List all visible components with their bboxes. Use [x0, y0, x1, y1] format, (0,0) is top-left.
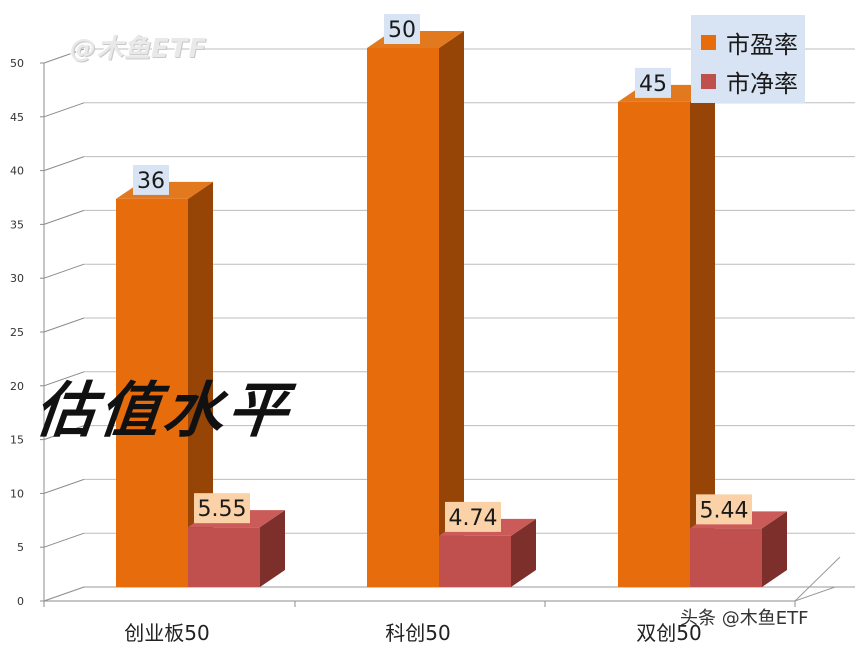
y-tick-label: 0	[17, 595, 24, 608]
y-tick-label: 30	[10, 272, 24, 285]
data-label-bg	[133, 164, 169, 195]
data-label-bg	[696, 494, 752, 525]
bar-front	[690, 528, 762, 587]
data-label: 36	[137, 169, 165, 194]
y-tick-label: 5	[17, 541, 24, 554]
x-tick-label: 科创50	[385, 621, 450, 645]
y-tick-label: 15	[10, 434, 24, 447]
legend-label-pe: 市盈率	[726, 30, 798, 59]
bar-front	[618, 101, 690, 588]
data-label: 5.55	[198, 497, 247, 522]
x-tick-label: 创业板50	[124, 621, 209, 645]
legend-item-pe: 市盈率	[701, 27, 798, 59]
legend-swatch-pb	[701, 73, 716, 89]
bar-front	[188, 527, 260, 587]
legend-swatch-pe	[701, 34, 716, 50]
gridline-diagonal	[43, 317, 85, 333]
y-tick-label: 40	[10, 165, 24, 178]
y-tick-label: 35	[10, 218, 24, 231]
x-tick-label: 双创50	[636, 621, 701, 645]
watermark-text: @木鱼ETF	[70, 34, 208, 64]
y-tick-label: 50	[10, 57, 24, 70]
gridline-diagonal	[43, 156, 85, 172]
legend-item-pb: 市净率	[701, 66, 798, 98]
bar-side	[511, 518, 536, 587]
bar-side	[260, 510, 285, 587]
data-label-bg	[384, 14, 420, 44]
data-label: 50	[388, 18, 416, 43]
chart-floor	[43, 586, 855, 602]
bar-side	[690, 84, 715, 588]
gridline-diagonal	[43, 102, 85, 118]
data-label: 4.74	[449, 506, 498, 531]
bar-pb: 5.55	[188, 493, 285, 587]
overlay-title: 估值水平	[31, 376, 296, 446]
bar-side	[439, 31, 464, 587]
y-tick-label: 10	[10, 487, 24, 500]
bar-front	[367, 48, 439, 587]
gridline-diagonal	[43, 371, 85, 387]
bar-pb: 5.44	[690, 494, 787, 587]
gridline-diagonal	[43, 263, 85, 279]
bar-front	[439, 535, 511, 587]
floor-edge	[794, 556, 841, 602]
data-label-bg	[194, 493, 250, 524]
gridline-diagonal	[43, 478, 85, 494]
gridline-diagonal	[43, 48, 85, 64]
bar-pe: 45	[618, 67, 715, 588]
bar-pe: 50	[367, 14, 464, 587]
data-label: 45	[639, 72, 667, 97]
bar-side	[762, 511, 787, 587]
y-tick-label: 20	[10, 380, 24, 393]
data-label-bg	[445, 501, 501, 532]
data-label-bg	[635, 67, 671, 98]
bar-front	[116, 198, 188, 588]
gridline-diagonal	[43, 532, 85, 548]
legend-label-pb: 市净率	[726, 69, 798, 98]
bar-pe: 36	[116, 164, 213, 588]
y-tick-label: 25	[10, 326, 24, 339]
y-tick-label: 45	[10, 111, 24, 124]
bar-side	[188, 181, 213, 588]
footer-watermark: 头条 @木鱼ETF	[680, 608, 809, 629]
bar-pb: 4.74	[439, 501, 536, 587]
legend: 市盈率 市净率	[691, 15, 805, 103]
gridline-diagonal	[43, 209, 85, 225]
data-label: 5.44	[700, 498, 749, 523]
gridline-diagonal	[43, 425, 85, 441]
